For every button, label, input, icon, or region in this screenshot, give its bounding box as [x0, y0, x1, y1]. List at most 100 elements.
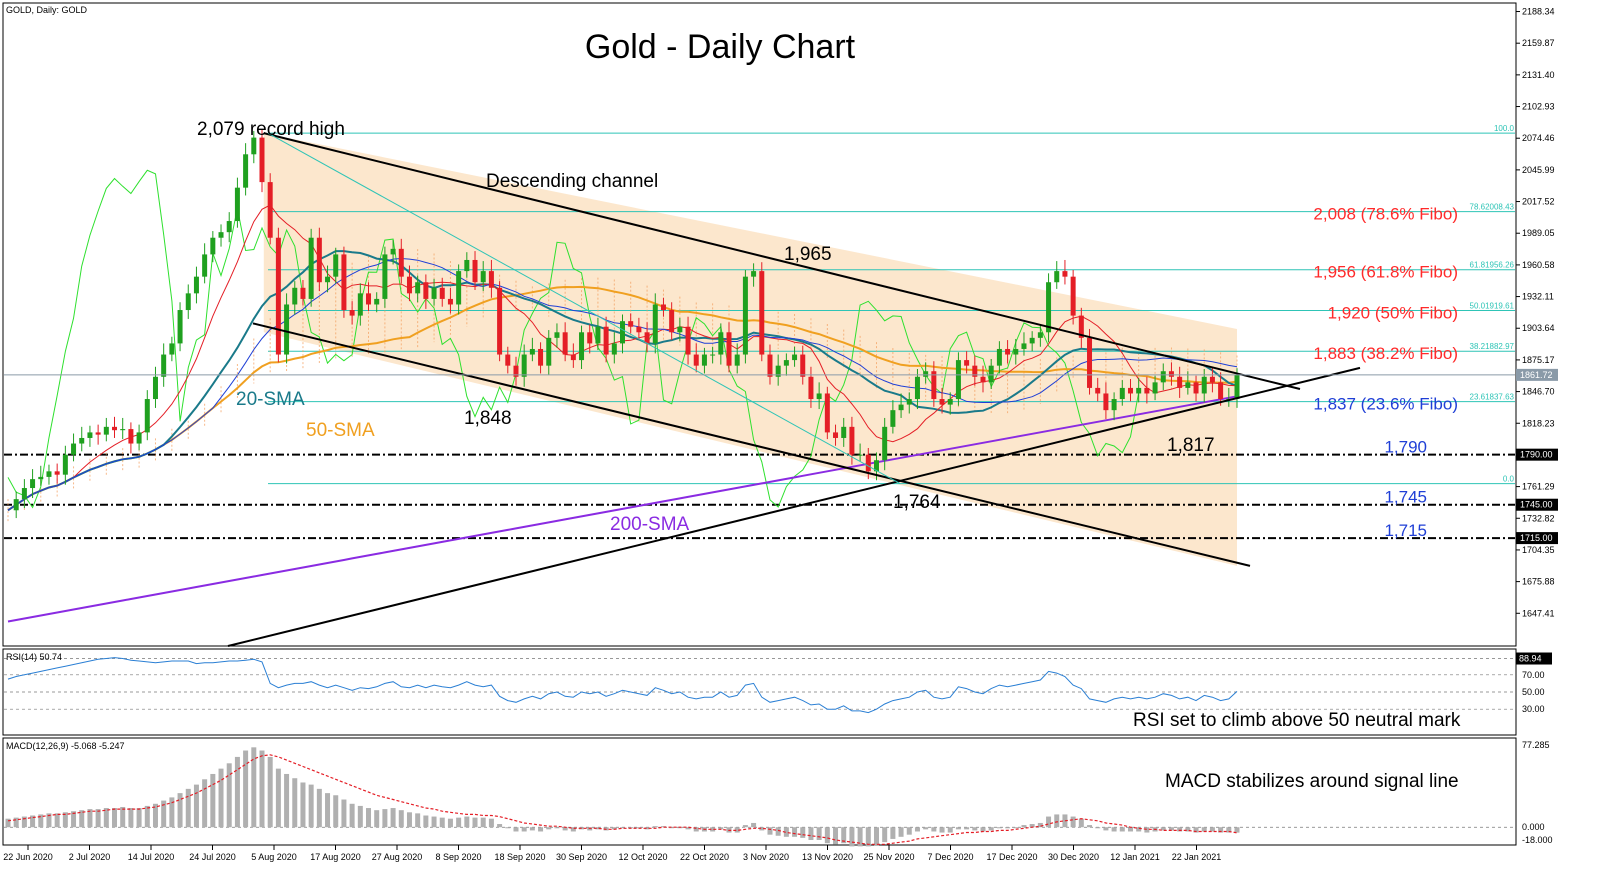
macd-histogram-bar: [783, 827, 789, 837]
candle-body: [103, 426, 109, 435]
candle-body: [693, 354, 699, 366]
y-tick-label: 2017.52: [1522, 197, 1555, 207]
candle-body: [1168, 371, 1174, 377]
candle-body: [890, 410, 896, 427]
macd-histogram-bar: [169, 797, 175, 828]
macd-histogram-bar: [1144, 827, 1150, 833]
low-1848-annotation: 1,848: [464, 408, 512, 429]
candle-body: [374, 298, 380, 305]
chart-title: Gold - Daily Chart: [585, 28, 856, 66]
candle-body: [267, 182, 273, 238]
candle-body: [628, 321, 634, 327]
candle-body: [398, 248, 404, 277]
candle-body: [808, 376, 814, 400]
candle-body: [923, 371, 929, 377]
candle-body: [947, 399, 953, 405]
candle-body: [349, 310, 355, 316]
macd-histogram-bar: [398, 810, 404, 828]
candle-body: [1185, 382, 1191, 388]
candle-body: [13, 499, 19, 511]
candle-body: [579, 332, 585, 361]
rsi-line: [7, 657, 1238, 714]
candle-body: [234, 187, 240, 222]
last-price-box: [1516, 368, 1558, 381]
macd-histogram-bar: [1185, 827, 1191, 832]
candle-body: [996, 348, 1002, 366]
macd-histogram-bar: [1103, 827, 1109, 831]
candle-body: [914, 376, 920, 400]
candle-body: [1021, 343, 1027, 349]
candle-body: [669, 310, 675, 333]
macd-histogram-bar: [308, 784, 314, 828]
candle-body: [1127, 387, 1133, 394]
candle-body: [128, 429, 134, 444]
candle-body: [226, 221, 232, 233]
macd-histogram-bar: [505, 827, 511, 829]
x-tick-label: 18 Sep 2020: [494, 852, 545, 862]
candle-body: [587, 332, 593, 344]
macd-histogram-bar: [193, 784, 199, 828]
macd-histogram-bar: [390, 808, 396, 828]
candle-body: [562, 332, 568, 355]
macd-histogram-bar: [734, 827, 740, 833]
axis-price-label: 1715.00: [1520, 533, 1553, 543]
macd-histogram-bar: [611, 827, 617, 830]
macd-histogram-bar: [1168, 827, 1174, 831]
macd-histogram-bar: [292, 778, 298, 828]
candle-body: [775, 365, 781, 377]
candle-body: [988, 365, 994, 383]
candle-body: [300, 287, 306, 299]
macd-histogram-bar: [120, 806, 126, 828]
macd-histogram-bar: [1078, 818, 1084, 828]
candle-body: [1095, 387, 1101, 394]
x-tick-label: 7 Dec 2020: [927, 852, 973, 862]
record-high-annotation: 2,079 record high: [197, 119, 345, 140]
macd-histogram-bar: [152, 803, 158, 828]
macd-histogram-bar: [529, 827, 535, 831]
macd-histogram-bar: [1119, 827, 1125, 832]
candle-body: [677, 326, 683, 333]
x-tick-label: 14 Jul 2020: [128, 852, 175, 862]
macd-histogram-bar: [849, 827, 855, 847]
candle-body: [472, 259, 478, 283]
candle-body: [857, 454, 863, 456]
axis-layer: 2188.34 2159.87 2131.40 2102.93 2074.46 2045.…: [3, 7, 1558, 862]
candle-body: [652, 304, 658, 344]
candle-body: [701, 354, 707, 366]
candles: [13, 129, 1240, 519]
macd-histogram-bar: [54, 813, 60, 828]
macd-histogram-bar: [841, 827, 847, 844]
macd-histogram-bar: [980, 827, 986, 832]
macd-histogram-bar: [13, 817, 19, 828]
macd-histogram-bar: [423, 815, 429, 828]
macd-histogram-bar: [947, 827, 953, 833]
macd-layer: [4, 747, 1515, 847]
rsi-layer: [4, 657, 1515, 714]
candle-body: [513, 365, 519, 377]
x-tick-label: 12 Jan 2021: [1110, 852, 1160, 862]
fib-diagonal-line: [267, 132, 901, 485]
channel-annotation: Descending channel: [486, 171, 658, 192]
macd-histogram-bar: [439, 817, 445, 828]
candle-body: [824, 393, 830, 433]
macd-histogram-bar: [931, 827, 937, 832]
candle-body: [759, 271, 765, 355]
macd-histogram-bar: [595, 827, 601, 830]
macd-histogram-bar: [800, 827, 806, 838]
candle-body: [636, 326, 642, 333]
axis-price-box: [1516, 498, 1558, 511]
macd-histogram-bar: [1046, 816, 1052, 828]
axis-price-box: [1516, 448, 1558, 461]
candle-body: [480, 271, 486, 283]
macd-histogram-bar: [366, 808, 372, 828]
macd-histogram-bar: [816, 827, 822, 840]
candle-body: [718, 332, 724, 355]
macd-histogram-bar: [1218, 827, 1224, 833]
candle-body: [1070, 276, 1076, 316]
fib-tag: 100.0: [1494, 124, 1515, 133]
macd-histogram-bar: [382, 809, 388, 828]
macd-histogram-bar: [415, 813, 421, 828]
candle-body: [292, 287, 298, 305]
candle-body: [849, 426, 855, 455]
